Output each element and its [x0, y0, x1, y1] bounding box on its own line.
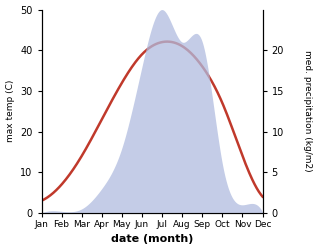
X-axis label: date (month): date (month)	[111, 234, 193, 244]
Y-axis label: max temp (C): max temp (C)	[5, 80, 15, 142]
Y-axis label: med. precipitation (kg/m2): med. precipitation (kg/m2)	[303, 50, 313, 172]
